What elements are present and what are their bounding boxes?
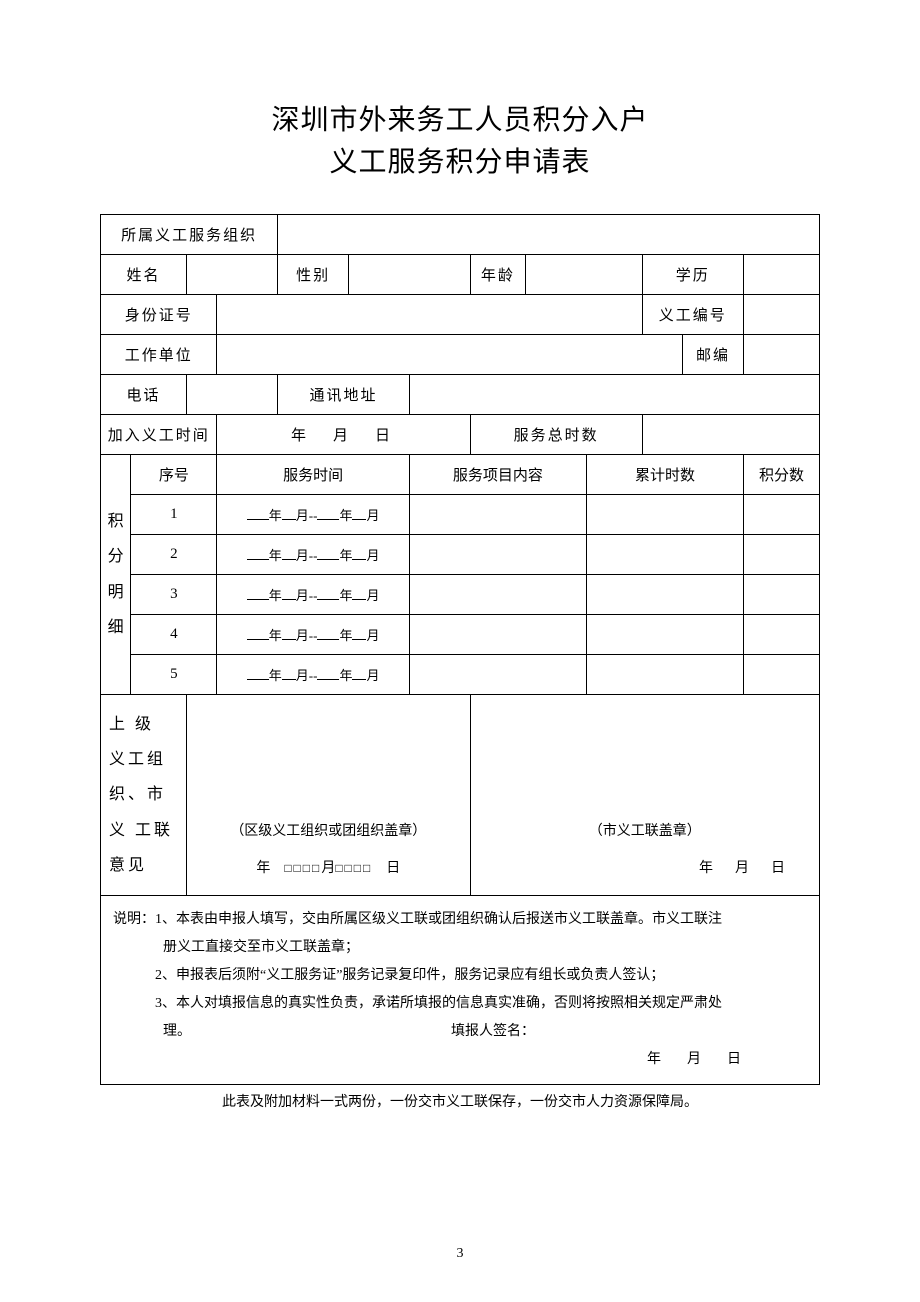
detail-content[interactable] xyxy=(409,655,586,695)
label-education: 学历 xyxy=(642,255,743,295)
field-opinion-district[interactable]: （区级义工组织或团组织盖章） 年 □□□□月□□□□ 日 xyxy=(187,695,471,896)
label-name: 姓名 xyxy=(101,255,187,295)
detail-num: 3 xyxy=(131,575,217,615)
title-line-1: 深圳市外来务工人员积分入户 xyxy=(271,105,648,136)
detail-row: 5 年月--年月 xyxy=(101,655,820,695)
label-address: 通讯地址 xyxy=(278,375,410,415)
detail-row: 3 年月--年月 xyxy=(101,575,820,615)
label-totalhours: 服务总时数 xyxy=(470,415,642,455)
detail-points[interactable] xyxy=(743,575,819,615)
detail-points[interactable] xyxy=(743,495,819,535)
note-date: 年 月 日 xyxy=(113,1046,807,1074)
field-idno[interactable] xyxy=(217,295,642,335)
label-postcode: 邮编 xyxy=(683,335,744,375)
note-1b: 册义工直接交至市义工联盖章； xyxy=(113,934,807,962)
detail-row: 1 年月--年月 xyxy=(101,495,820,535)
label-employer: 工作单位 xyxy=(101,335,217,375)
label-cumhours: 累计时数 xyxy=(587,455,744,495)
label-jointime: 加入义工时间 xyxy=(101,415,217,455)
detail-servicetime[interactable]: 年月--年月 xyxy=(217,535,409,575)
detail-servicetime[interactable]: 年月--年月 xyxy=(217,495,409,535)
detail-num: 5 xyxy=(131,655,217,695)
application-form-table: 所属义工服务组织 姓名 性别 年龄 学历 身份证号 义工编号 工作单位 邮编 电… xyxy=(100,214,820,1085)
detail-hours[interactable] xyxy=(587,535,744,575)
label-age: 年龄 xyxy=(470,255,526,295)
field-totalhours[interactable] xyxy=(642,415,819,455)
field-employer[interactable] xyxy=(217,335,683,375)
label-idno: 身份证号 xyxy=(101,295,217,335)
label-servicecontent: 服务项目内容 xyxy=(409,455,586,495)
detail-num: 4 xyxy=(131,615,217,655)
field-volno[interactable] xyxy=(743,295,819,335)
label-points: 积分数 xyxy=(743,455,819,495)
document-title: 深圳市外来务工人员积分入户 义工服务积分申请表 xyxy=(100,100,820,184)
detail-content[interactable] xyxy=(409,495,586,535)
field-age[interactable] xyxy=(526,255,642,295)
notes-cell: 说明：1、本表由申报人填写，交由所属区级义工联或团组织确认后报送市义工联盖章。市… xyxy=(101,895,820,1084)
detail-row: 2 年月--年月 xyxy=(101,535,820,575)
footer-note: 此表及附加材料一式两份，一份交市义工联保存，一份交市人力资源保障局。 xyxy=(100,1091,820,1111)
field-org[interactable] xyxy=(278,215,820,255)
detail-content[interactable] xyxy=(409,575,586,615)
label-opinion: 上 级 义工组织、市 义 工联意见 xyxy=(101,695,187,896)
detail-content[interactable] xyxy=(409,535,586,575)
label-detail-title: 积分明细 xyxy=(101,455,131,695)
detail-points[interactable] xyxy=(743,615,819,655)
label-gender: 性别 xyxy=(278,255,349,295)
detail-num: 1 xyxy=(131,495,217,535)
label-org: 所属义工服务组织 xyxy=(101,215,278,255)
field-gender[interactable] xyxy=(349,255,471,295)
detail-points[interactable] xyxy=(743,535,819,575)
detail-content[interactable] xyxy=(409,615,586,655)
detail-servicetime[interactable]: 年月--年月 xyxy=(217,615,409,655)
detail-row: 4 年月--年月 xyxy=(101,615,820,655)
label-phone: 电话 xyxy=(101,375,187,415)
field-name[interactable] xyxy=(187,255,278,295)
note-1a: 说明：1、本表由申报人填写，交由所属区级义工联或团组织确认后报送市义工联盖章。市… xyxy=(113,906,807,934)
detail-num: 2 xyxy=(131,535,217,575)
stamp-district-text: （区级义工组织或团组织盖章） xyxy=(197,817,460,848)
detail-hours[interactable] xyxy=(587,615,744,655)
label-seq: 序号 xyxy=(131,455,217,495)
field-postcode[interactable] xyxy=(743,335,819,375)
field-phone[interactable] xyxy=(187,375,278,415)
stamp-district-date: 年 □□□□月□□□□ 日 xyxy=(197,854,460,885)
detail-hours[interactable] xyxy=(587,495,744,535)
detail-points[interactable] xyxy=(743,655,819,695)
stamp-city-date: 年 月 日 xyxy=(481,854,809,885)
detail-hours[interactable] xyxy=(587,575,744,615)
title-line-2: 义工服务积分申请表 xyxy=(329,147,590,178)
field-opinion-city[interactable]: （市义工联盖章） 年 月 日 xyxy=(470,695,819,896)
stamp-city-text: （市义工联盖章） xyxy=(481,817,809,848)
note-3b-sig: 理。填报人签名： xyxy=(113,1018,807,1046)
note-3a: 3、本人对填报信息的真实性负责，承诺所填报的信息真实准确，否则将按照相关规定严肃… xyxy=(113,990,807,1018)
label-volno: 义工编号 xyxy=(642,295,743,335)
note-2: 2、申报表后须附“义工服务证”服务记录复印件，服务记录应有组长或负责人签认； xyxy=(113,962,807,990)
detail-servicetime[interactable]: 年月--年月 xyxy=(217,575,409,615)
field-education[interactable] xyxy=(743,255,819,295)
field-address[interactable] xyxy=(409,375,819,415)
field-joindate[interactable]: 年 月 日 xyxy=(217,415,470,455)
page-number: 3 xyxy=(0,1246,920,1262)
label-servicetime: 服务时间 xyxy=(217,455,409,495)
detail-hours[interactable] xyxy=(587,655,744,695)
detail-servicetime[interactable]: 年月--年月 xyxy=(217,655,409,695)
